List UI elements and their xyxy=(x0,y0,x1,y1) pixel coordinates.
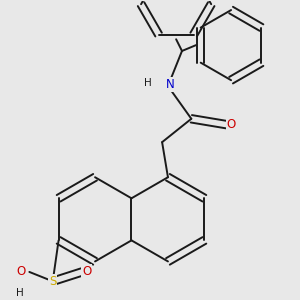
Text: H: H xyxy=(16,288,24,298)
Text: O: O xyxy=(16,266,26,278)
Text: S: S xyxy=(49,275,56,288)
Text: H: H xyxy=(144,77,152,88)
Text: N: N xyxy=(166,78,175,92)
Text: O: O xyxy=(226,118,236,131)
Text: O: O xyxy=(82,266,91,278)
